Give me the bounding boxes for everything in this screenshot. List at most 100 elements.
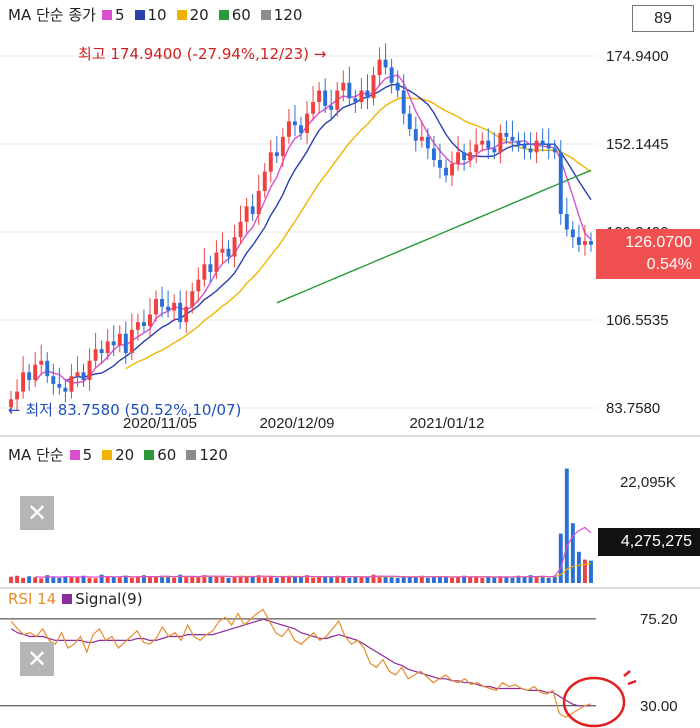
y-tick-label: 152.1445 <box>606 136 669 153</box>
volume-bar <box>274 577 279 583</box>
volume-bar <box>9 576 13 583</box>
volume-bar <box>280 576 285 583</box>
candle-body <box>166 306 171 311</box>
volume-bar <box>395 577 400 583</box>
volume-legend-prefix: MA 단순 <box>8 446 64 464</box>
volume-bar <box>292 576 297 583</box>
candle-body <box>21 372 26 392</box>
volume-bar <box>63 576 68 583</box>
volume-bar <box>69 577 74 583</box>
legend-vol-ma60: 60 <box>144 446 176 464</box>
volume-bar <box>166 576 171 583</box>
volume-bar <box>311 577 316 583</box>
candle-body <box>498 132 503 153</box>
volume-bar <box>160 575 165 583</box>
volume-bar <box>528 575 533 583</box>
candle-body <box>75 372 80 377</box>
candle-body <box>299 125 303 133</box>
candle-body <box>196 279 201 292</box>
current-change: 0.54% <box>646 256 692 273</box>
volume-bar <box>407 576 412 583</box>
candle-body <box>141 322 146 326</box>
candle-body <box>504 132 509 137</box>
x-tick-label: 2020/11/05 <box>123 415 197 432</box>
candle-body <box>534 140 539 153</box>
candle-body <box>383 59 388 68</box>
ma20-line <box>125 96 592 370</box>
volume-bar <box>117 577 122 583</box>
candle-body <box>347 82 352 99</box>
volume-bar <box>305 575 310 583</box>
candle-body <box>546 144 551 149</box>
main-legend: MA 단순 종가 5 10 20 60 120 <box>8 4 306 25</box>
candle-body <box>395 82 400 91</box>
volume-bar <box>39 578 44 583</box>
volume-bar <box>335 575 340 583</box>
candle-body <box>51 376 56 384</box>
period-input[interactable]: 89 <box>632 5 694 32</box>
ma60-line <box>276 169 592 304</box>
candle-body <box>39 360 44 365</box>
volume-bar <box>389 577 394 583</box>
candle-body <box>87 360 92 381</box>
candle-body <box>33 364 38 381</box>
candle-body <box>540 140 545 145</box>
volume-bar <box>534 576 539 583</box>
candle-body <box>522 144 527 149</box>
candle-body <box>510 136 515 141</box>
volume-bar <box>286 575 291 583</box>
volume-bar <box>570 523 575 583</box>
main-legend-prefix: MA 단순 종가 <box>8 6 96 24</box>
current-price: 126.0700 <box>625 234 692 251</box>
candle-body <box>274 152 279 157</box>
volume-bar <box>105 576 110 583</box>
legend-ma20: 20 <box>176 6 209 24</box>
candle-body <box>480 140 485 145</box>
volume-bar <box>33 577 38 583</box>
candle-body <box>154 298 158 315</box>
volume-bar <box>401 576 406 583</box>
candle-body <box>262 171 267 191</box>
close-rsi-button[interactable]: ✕ <box>20 642 54 676</box>
volume-bar <box>190 576 195 583</box>
volume-bar <box>317 576 322 583</box>
volume-bar <box>347 577 352 583</box>
volume-bar <box>21 577 26 583</box>
volume-bar <box>341 576 346 583</box>
volume-bar <box>522 577 527 583</box>
candle-body <box>57 383 62 388</box>
volume-bar <box>135 576 140 583</box>
legend-ma10: 10 <box>134 6 167 24</box>
y-tick-label: 106.5535 <box>606 312 669 329</box>
candle-body <box>431 148 436 160</box>
candle-body <box>135 322 140 330</box>
volume-bar <box>148 577 152 583</box>
candle-body <box>220 248 225 253</box>
candle-body <box>280 136 285 157</box>
close-icon: ✕ <box>26 645 48 673</box>
close-volume-button[interactable]: ✕ <box>20 496 54 530</box>
candle-body <box>407 113 412 130</box>
volume-bar <box>323 576 328 583</box>
candle-body <box>425 136 430 149</box>
candle-body <box>450 163 454 176</box>
high-annotation: 최고 174.9400 (-27.94%,12/23) → <box>78 45 326 63</box>
volume-bar <box>184 576 189 583</box>
volume-legend: MA 단순 5 20 60 120 <box>8 444 232 465</box>
candle-body <box>359 90 364 103</box>
candle-body <box>486 140 491 149</box>
volume-bar <box>413 577 418 583</box>
volume-bar <box>244 576 249 583</box>
candle-body <box>353 98 358 103</box>
candle-body <box>63 387 68 392</box>
volume-bar <box>45 575 50 583</box>
legend-ma120: 120 <box>260 6 302 24</box>
volume-bar <box>431 576 436 583</box>
ma10-line <box>65 84 592 382</box>
candle-body <box>413 129 418 141</box>
candle-body <box>93 349 98 361</box>
candle-body <box>335 90 340 110</box>
candle-body <box>371 75 376 99</box>
candle-body <box>401 90 406 114</box>
